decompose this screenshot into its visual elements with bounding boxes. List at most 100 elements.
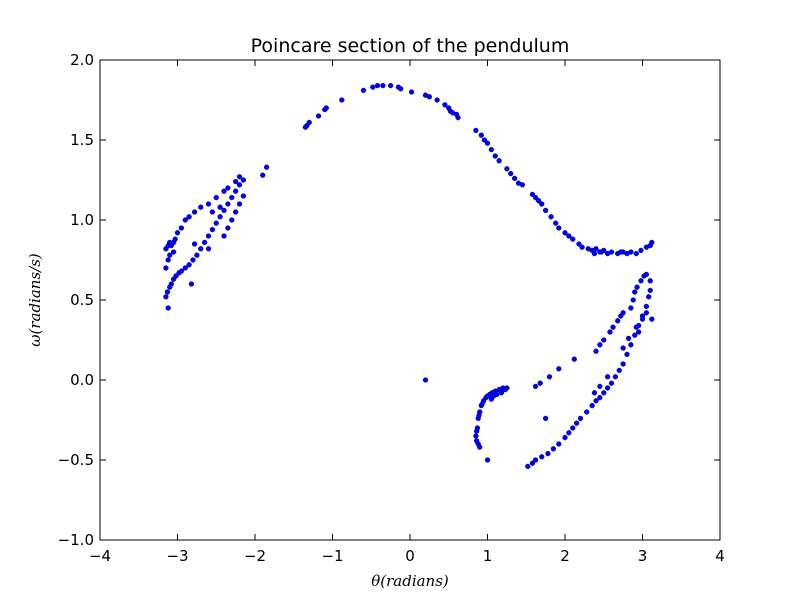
data-point	[591, 390, 598, 396]
data-point	[315, 113, 322, 119]
data-point	[638, 247, 644, 254]
data-point	[198, 204, 204, 210]
data-point	[566, 430, 572, 436]
data-point	[434, 97, 440, 103]
data-point	[638, 278, 644, 284]
data-point	[240, 193, 247, 199]
data-point	[236, 182, 243, 188]
data-point	[201, 239, 208, 246]
data-point	[496, 158, 502, 164]
data-point	[612, 374, 619, 380]
data-point	[643, 310, 650, 316]
data-point	[165, 257, 171, 263]
data-point	[562, 434, 568, 441]
data-point	[647, 278, 653, 284]
data-point	[620, 345, 626, 351]
data-point	[601, 390, 607, 396]
data-point	[635, 329, 642, 335]
data-point	[477, 444, 483, 450]
data-point	[633, 250, 639, 257]
data-point	[190, 257, 196, 263]
x-axis-label: θ(radians)	[371, 572, 449, 590]
data-point	[604, 385, 611, 391]
data-point	[630, 297, 636, 303]
data-point	[647, 287, 653, 294]
data-point	[556, 441, 562, 447]
data-point	[217, 204, 223, 210]
data-point	[173, 273, 179, 279]
data-point	[632, 332, 638, 338]
data-point	[593, 398, 599, 404]
data-point	[455, 114, 461, 121]
data-point	[604, 374, 611, 380]
data-point	[550, 446, 557, 452]
data-point	[608, 249, 615, 255]
data-point	[571, 356, 577, 362]
data-point	[263, 164, 270, 170]
data-point	[504, 166, 510, 172]
data-point	[194, 252, 200, 258]
data-point	[634, 284, 640, 290]
data-point	[539, 454, 545, 460]
y-tick-label: 0.5	[70, 291, 94, 309]
data-point	[618, 249, 624, 255]
data-point	[188, 281, 195, 287]
data-point	[198, 246, 204, 252]
data-point	[556, 366, 562, 372]
data-point	[570, 425, 576, 431]
data-point	[186, 262, 192, 268]
data-point	[387, 82, 394, 89]
ticks-layer: −4 −3 −2 −1 0 1 2 3 4 −1.0 −0.5 0.0 0.5 1.0 1.5 2.0	[58, 51, 725, 565]
data-point	[539, 201, 545, 207]
data-point	[240, 177, 247, 183]
data-point	[422, 377, 429, 383]
x-tick-label: 3	[638, 547, 648, 565]
data-point	[589, 402, 595, 409]
data-point	[473, 127, 479, 134]
data-point	[306, 119, 312, 126]
data-point	[576, 241, 582, 247]
data-point	[577, 415, 584, 422]
data-point	[182, 265, 188, 271]
data-point	[607, 329, 613, 335]
data-point	[628, 342, 634, 348]
data-point	[217, 214, 223, 220]
x-tick-label: −2	[244, 547, 266, 565]
data-point	[643, 271, 650, 278]
data-point	[608, 380, 615, 386]
chart-title: Poincare section of the pendulum	[251, 35, 570, 57]
y-tick-label: 2.0	[70, 51, 94, 69]
data-point	[225, 185, 231, 191]
data-point	[186, 214, 192, 220]
data-point	[236, 201, 243, 207]
data-point	[542, 415, 549, 422]
data-point	[474, 428, 480, 434]
data-point	[168, 281, 174, 287]
data-point	[628, 249, 634, 255]
data-point	[370, 84, 376, 90]
data-point	[556, 225, 562, 231]
data-point	[620, 310, 626, 316]
data-point	[615, 318, 621, 324]
data-point	[639, 316, 646, 322]
data-point	[601, 337, 607, 343]
y-tick-label: 1.0	[70, 211, 94, 229]
data-point	[178, 268, 185, 274]
data-point	[542, 207, 549, 214]
plot-frame	[99, 59, 721, 541]
data-point	[380, 82, 386, 89]
data-point	[529, 191, 536, 198]
data-point	[553, 220, 559, 226]
data-point	[191, 241, 198, 247]
y-tick-label: 1.5	[70, 131, 94, 149]
data-point	[170, 249, 177, 255]
data-point	[502, 386, 508, 393]
data-point	[232, 188, 239, 194]
data-point	[442, 102, 448, 108]
x-tick-label: 2	[560, 547, 570, 565]
data-point	[221, 188, 227, 194]
x-tick-label: 1	[483, 547, 493, 565]
data-point	[209, 209, 216, 215]
data-point	[584, 409, 590, 415]
